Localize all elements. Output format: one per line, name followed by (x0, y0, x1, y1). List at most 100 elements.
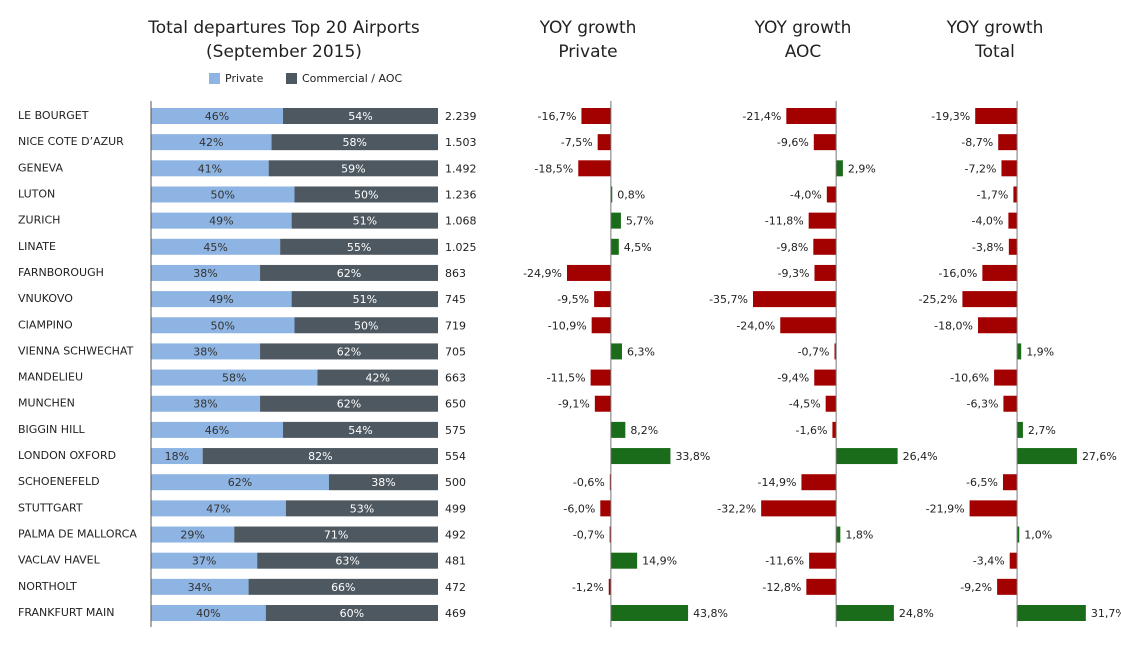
bar-segment (151, 605, 266, 621)
bar-label: 2,7% (1028, 424, 1056, 437)
bar-segment (151, 526, 235, 543)
bar-label: -6,0% (563, 502, 595, 515)
bar-label: 1,8% (845, 529, 873, 542)
bar-label: -19,3% (931, 110, 970, 123)
bar-label: -6,5% (966, 476, 998, 489)
bar-segment (151, 552, 258, 569)
category-label: FRANKFURT MAIN (18, 606, 114, 619)
bar-label: 62% (228, 476, 252, 489)
bar (814, 264, 837, 281)
bar-label: 50% (211, 319, 235, 332)
bar-label: -9,6% (777, 136, 809, 149)
bar-segment (151, 264, 261, 281)
bar-segment (151, 160, 269, 177)
bar-label: -21,4% (742, 110, 781, 123)
bar-label: 55% (347, 241, 371, 254)
bar-label: 38% (193, 398, 217, 411)
category-label: STUTTGART (18, 501, 83, 514)
bar-label: 58% (343, 136, 367, 149)
bar-label: 43,8% (693, 607, 728, 620)
bar (610, 605, 689, 621)
bar-label: 51% (353, 293, 377, 306)
bar-label: 38% (193, 345, 217, 358)
bar-segment (260, 343, 438, 360)
chart-subtitle: AOC (785, 42, 822, 62)
bar (608, 578, 611, 595)
bar-label: -11,6% (765, 555, 804, 568)
bar (609, 474, 611, 491)
bar-label: -9,3% (778, 267, 810, 280)
bar-segment (151, 578, 249, 595)
bar (836, 160, 843, 177)
bar-label: 8,2% (630, 424, 658, 437)
bar-segment (257, 552, 438, 569)
bar (836, 605, 894, 621)
bar-segment (151, 108, 284, 124)
bar-label: 50% (354, 319, 378, 332)
bar (1017, 448, 1077, 465)
bar-label: 50% (354, 188, 378, 201)
category-label: BIGGIN HILL (18, 423, 85, 436)
total-label: 719 (445, 319, 466, 332)
bar-label: 14,9% (642, 555, 677, 568)
category-label: LINATE (18, 240, 56, 253)
bar-segment (291, 212, 438, 229)
bar (610, 238, 619, 255)
bar-label: 42% (199, 136, 223, 149)
bar (610, 343, 622, 360)
bar (1008, 212, 1018, 229)
bar (806, 578, 837, 595)
bar (809, 552, 837, 569)
bar-label: 5,7% (626, 215, 654, 228)
bar (594, 291, 611, 308)
bar (1017, 605, 1086, 621)
bar-label: -24,9% (523, 267, 562, 280)
bar-segment (248, 578, 438, 595)
bar (808, 212, 837, 229)
chart-title: Total departures Top 20 Airports (147, 18, 420, 38)
bar-label: -35,7% (709, 293, 748, 306)
bar-segment (151, 500, 286, 517)
bar-label: -32,2% (717, 502, 756, 515)
bar (600, 500, 611, 517)
bar-label: -1,2% (572, 581, 604, 594)
bar-segment (151, 474, 329, 491)
legend-label: Private (225, 72, 264, 85)
total-label: 863 (445, 267, 466, 280)
total-label: 745 (445, 293, 466, 306)
bar-label: 59% (341, 162, 365, 175)
bar (969, 500, 1018, 517)
bar-label: 26,4% (903, 450, 938, 463)
bar-segment (202, 448, 438, 465)
category-label: NORTHOLT (18, 580, 77, 593)
category-label: PALMA DE MALLORCA (18, 528, 137, 541)
bar-label: 46% (205, 424, 229, 437)
bar-segment (151, 343, 261, 360)
bar-label: 18% (165, 450, 189, 463)
bar-segment (294, 186, 438, 203)
bar-segment (151, 369, 318, 386)
category-label: MANDELIEU (18, 371, 83, 384)
chart-subtitle: Total (974, 42, 1015, 62)
bar-label: -10,6% (950, 372, 989, 385)
category-label: LUTON (18, 187, 55, 200)
bar-label: -4,0% (971, 215, 1003, 228)
bar (998, 134, 1018, 151)
bar-label: -1,7% (976, 188, 1008, 201)
bar (982, 264, 1018, 281)
bar-label: 60% (340, 607, 364, 620)
total-label: 469 (445, 607, 466, 620)
bar-label: 42% (366, 372, 390, 385)
bar-label: 45% (203, 241, 227, 254)
bar (1001, 160, 1018, 177)
bar-label: -8,7% (961, 136, 993, 149)
bar-label: -14,9% (758, 476, 797, 489)
total-label: 500 (445, 476, 466, 489)
bar (597, 134, 611, 151)
legend-swatch (286, 73, 297, 84)
bar (610, 421, 626, 438)
bar-label: 82% (308, 450, 332, 463)
bar (1017, 343, 1022, 360)
bar-segment (328, 474, 438, 491)
